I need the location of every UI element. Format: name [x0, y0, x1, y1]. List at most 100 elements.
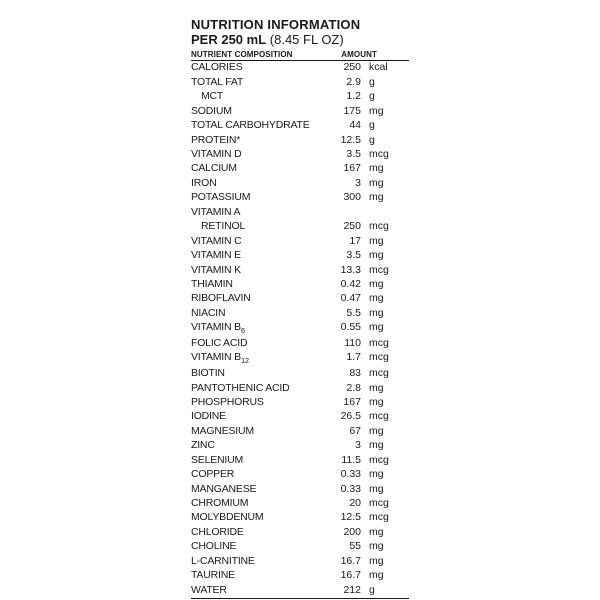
nutrient-row: PHOSPHORUS167mg	[191, 395, 409, 409]
nutrient-unit: mg	[361, 526, 409, 539]
nutrient-row: VITAMIN C17mg	[191, 234, 409, 248]
nutrient-row: TAURINE16.7mg	[191, 569, 409, 583]
nutrient-amount: 3	[316, 177, 361, 190]
nutrient-amount: 11.5	[316, 454, 361, 467]
nutrient-amount: 16.7	[316, 555, 361, 568]
nutrient-name: MOLYBDENUM	[191, 511, 316, 524]
nutrient-row: CHOLINE55mg	[191, 540, 409, 554]
nutrient-unit: g	[361, 90, 409, 103]
nutrient-unit: mg	[361, 439, 409, 452]
nutrient-row: THIAMIN0.42mg	[191, 277, 409, 291]
nutrient-name: MAGNESIUM	[191, 425, 316, 438]
nutrient-name: THIAMIN	[191, 278, 316, 291]
serving-paren: (8.45 FL OZ)	[270, 32, 344, 47]
nutrient-name: PHOSPHORUS	[191, 396, 316, 409]
nutrient-amount: 167	[316, 162, 361, 175]
nutrient-row: SODIUM175mg	[191, 104, 409, 118]
nutrient-name: PROTEIN*	[191, 134, 316, 147]
nutrient-unit: mg	[361, 191, 409, 204]
nutrient-name: NIACIN	[191, 307, 316, 320]
nutrient-unit: mg	[361, 292, 409, 305]
nutrient-row: VITAMIN K13.3mcg	[191, 263, 409, 277]
nutrient-amount: 0.47	[316, 292, 361, 305]
nutrient-row: IRON3mg	[191, 176, 409, 190]
nutrient-amount: 17	[316, 235, 361, 248]
nutrient-row: L-CARNITINE16.7mg	[191, 554, 409, 568]
nutrient-amount: 5.5	[316, 307, 361, 320]
nutrient-amount: 0.33	[316, 483, 361, 496]
nutrient-unit: g	[361, 119, 409, 132]
nutrient-amount: 12.5	[316, 511, 361, 524]
nutrient-name: CHLORIDE	[191, 526, 316, 539]
nutrient-amount: 300	[316, 191, 361, 204]
divider-bottom	[191, 598, 409, 599]
nutrient-row: MOLYBDENUM12.5mcg	[191, 511, 409, 525]
serving-line: PER 250 mL (8.45 FL OZ)	[191, 33, 409, 48]
nutrient-unit: g	[361, 76, 409, 89]
column-headers: NUTRIENT COMPOSITION AMOUNT	[191, 48, 409, 60]
nutrient-unit: mg	[361, 278, 409, 291]
nutrient-amount: 0.42	[316, 278, 361, 291]
nutrient-name: IRON	[191, 177, 316, 190]
nutrient-row: CHLORIDE200mg	[191, 525, 409, 539]
nutrient-unit: mcg	[361, 410, 409, 423]
nutrition-panel: NUTRITION INFORMATION PER 250 mL (8.45 F…	[191, 18, 409, 600]
nutrient-amount: 250	[316, 61, 361, 74]
nutrient-row: COPPER0.33mg	[191, 468, 409, 482]
nutrient-row: CHROMIUM20mcg	[191, 497, 409, 511]
nutrient-amount: 67	[316, 425, 361, 438]
nutrient-name: BIOTIN	[191, 367, 316, 380]
nutrient-name: VITAMIN C	[191, 235, 316, 248]
nutrient-amount: 83	[316, 367, 361, 380]
nutrient-name: RETINOL	[191, 220, 316, 233]
nutrient-row: BIOTIN83mcg	[191, 367, 409, 381]
nutrient-row: IODINE26.5mcg	[191, 410, 409, 424]
nutrient-amount: 212	[316, 584, 361, 597]
nutrient-unit: g	[361, 134, 409, 147]
nutrient-row: TOTAL CARBOHYDRATE44g	[191, 119, 409, 133]
nutrient-rows: CALORIES250kcalTOTAL FAT2.9gMCT1.2gSODIU…	[191, 61, 409, 598]
nutrient-name: WATER	[191, 584, 316, 597]
nutrient-name: TOTAL CARBOHYDRATE	[191, 119, 316, 132]
nutrient-unit: mg	[361, 569, 409, 582]
nutrient-unit: mg	[361, 468, 409, 481]
nutrient-row: VITAMIN B121.7mcg	[191, 351, 409, 367]
nutrient-row: POTASSIUM300mg	[191, 191, 409, 205]
nutrient-row: VITAMIN E3.5mg	[191, 249, 409, 263]
nutrient-name: TOTAL FAT	[191, 76, 316, 89]
nutrient-amount: 175	[316, 105, 361, 118]
nutrient-amount: 110	[316, 337, 361, 350]
nutrient-name: SELENIUM	[191, 454, 316, 467]
nutrient-unit: mg	[361, 321, 409, 334]
nutrient-amount: 1.2	[316, 90, 361, 103]
nutrient-name: VITAMIN E	[191, 249, 316, 262]
nutrient-unit: mg	[361, 382, 409, 395]
nutrient-unit: mg	[361, 425, 409, 438]
nutrient-name: FOLIC ACID	[191, 337, 316, 350]
nutrient-unit: mcg	[361, 454, 409, 467]
nutrient-row: MANGANESE0.33mg	[191, 482, 409, 496]
header-nutrient: NUTRIENT COMPOSITION	[191, 50, 306, 59]
nutrient-name: TAURINE	[191, 569, 316, 582]
nutrient-row: CALORIES250kcal	[191, 61, 409, 75]
nutrient-unit: mg	[361, 483, 409, 496]
nutrient-name: IODINE	[191, 410, 316, 423]
nutrient-row: MCT1.2g	[191, 90, 409, 104]
nutrient-name: SODIUM	[191, 105, 316, 118]
nutrient-unit: mg	[361, 396, 409, 409]
nutrient-amount: 44	[316, 119, 361, 132]
nutrient-row: SELENIUM11.5mcg	[191, 453, 409, 467]
header-amount: AMOUNT	[306, 50, 409, 59]
nutrient-row: RETINOL250mcg	[191, 220, 409, 234]
nutrient-unit: mg	[361, 307, 409, 320]
nutrient-amount: 26.5	[316, 410, 361, 423]
nutrient-unit: mcg	[361, 220, 409, 233]
nutrient-name: VITAMIN K	[191, 264, 316, 277]
nutrient-amount: 200	[316, 526, 361, 539]
nutrient-row: ZINC3mg	[191, 439, 409, 453]
nutrient-unit: mg	[361, 177, 409, 190]
nutrient-name: COPPER	[191, 468, 316, 481]
nutrient-unit: mcg	[361, 264, 409, 277]
nutrient-unit: mcg	[361, 497, 409, 510]
nutrient-name: VITAMIN D	[191, 148, 316, 161]
